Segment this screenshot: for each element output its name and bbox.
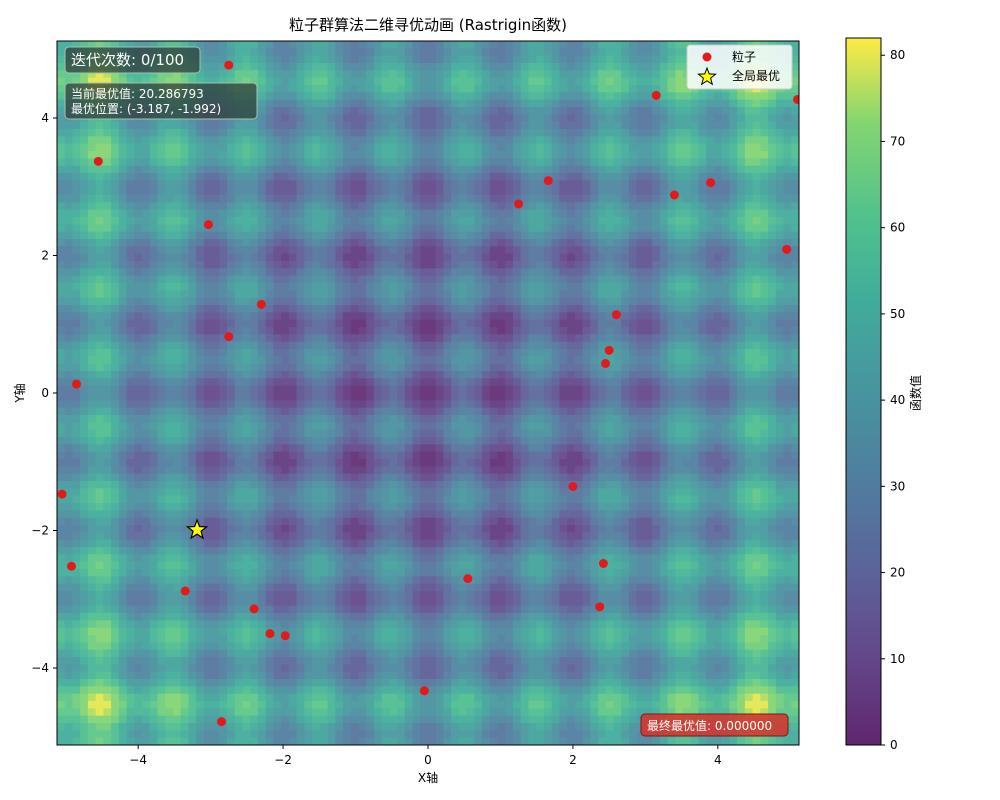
particle-point xyxy=(706,178,716,188)
particle-point xyxy=(180,586,190,596)
particle-point xyxy=(265,629,275,639)
x-axis-label: X轴 xyxy=(418,770,438,785)
particle-point xyxy=(419,686,429,696)
particle-layer xyxy=(57,60,799,727)
colorbar-tick-label: 80 xyxy=(890,48,905,62)
colorbar-tick-label: 40 xyxy=(890,393,905,407)
particle-point xyxy=(514,199,524,209)
iteration-text: 迭代次数: 0/100 xyxy=(71,51,184,69)
x-axis: −4 −2 0 2 4 xyxy=(129,745,722,767)
colorbar-gradient xyxy=(845,37,882,746)
particle-point xyxy=(598,559,608,568)
particle-point xyxy=(568,482,578,491)
legend-particle-marker xyxy=(702,52,712,62)
plot-area xyxy=(56,40,800,746)
particle-point xyxy=(203,220,213,230)
y-tick-label: 4 xyxy=(41,111,49,125)
y-tick-label: −4 xyxy=(31,661,49,675)
particle-point xyxy=(224,332,234,342)
particle-point xyxy=(66,561,76,571)
particle-point xyxy=(651,90,661,100)
particle-point xyxy=(72,379,82,389)
colorbar-ticks: 0 10 20 30 40 50 60 70 80 xyxy=(881,48,905,752)
global-best-star xyxy=(185,518,209,540)
y-axis: −4 −2 0 2 4 xyxy=(31,111,57,675)
legend-star-marker xyxy=(697,66,717,86)
x-tick-label: 4 xyxy=(714,753,722,767)
particle-point xyxy=(543,176,553,186)
current-best-text: 当前最优值: 20.286793 xyxy=(71,86,204,101)
x-tick-label: 2 xyxy=(569,753,577,767)
y-axis-label: Y轴 xyxy=(12,383,27,403)
y-tick-label: 2 xyxy=(41,249,49,263)
x-tick-label: 0 xyxy=(424,753,432,767)
particle-point xyxy=(601,358,611,368)
y-tick-label: −2 xyxy=(31,524,49,538)
particle-point xyxy=(669,190,679,200)
particle-point xyxy=(256,299,266,309)
final-best-box: 最终最优值: 0.000000 xyxy=(640,713,789,737)
particle-point xyxy=(611,310,621,320)
particle-point xyxy=(604,345,614,355)
contour-field xyxy=(57,41,799,745)
colorbar-tick-label: 10 xyxy=(890,652,905,666)
colorbar-label: 函数值 xyxy=(908,375,923,411)
particle-point xyxy=(216,717,226,727)
legend: 粒子 全局最优 xyxy=(686,44,793,90)
colorbar-tick-label: 70 xyxy=(890,134,905,148)
particle-point xyxy=(280,631,290,641)
particle-point xyxy=(782,244,792,254)
final-best-text: 最终最优值: 0.000000 xyxy=(647,718,772,733)
y-tick-label: 0 xyxy=(41,386,49,400)
best-info-box: 当前最优值: 20.286793 最优位置: (-3.187, -1.992) xyxy=(64,82,258,120)
colorbar-tick-label: 30 xyxy=(890,479,905,493)
colorbar-tick-label: 20 xyxy=(890,566,905,580)
legend-particle-label: 粒子 xyxy=(732,49,756,64)
particle-point xyxy=(249,604,259,614)
global-best-layer xyxy=(185,518,209,540)
x-tick-label: −4 xyxy=(129,753,147,767)
colorbar: 0 10 20 30 40 50 60 70 80 函数值 xyxy=(845,37,923,752)
particle-point xyxy=(793,94,799,104)
particle-point xyxy=(57,489,67,499)
colorbar-tick-label: 50 xyxy=(890,307,905,321)
particle-point xyxy=(595,602,605,612)
particle-point xyxy=(224,60,234,70)
particle-point xyxy=(93,156,103,166)
x-tick-label: −2 xyxy=(274,753,292,767)
chart-title: 粒子群算法二维寻优动画 (Rastrigin函数) xyxy=(289,16,567,34)
particle-point xyxy=(463,574,473,584)
colorbar-tick-label: 60 xyxy=(890,221,905,235)
iteration-box: 迭代次数: 0/100 xyxy=(64,46,201,74)
legend-best-label: 全局最优 xyxy=(732,68,780,83)
best-position-text: 最优位置: (-3.187, -1.992) xyxy=(71,101,221,116)
colorbar-tick-label: 0 xyxy=(890,738,898,752)
